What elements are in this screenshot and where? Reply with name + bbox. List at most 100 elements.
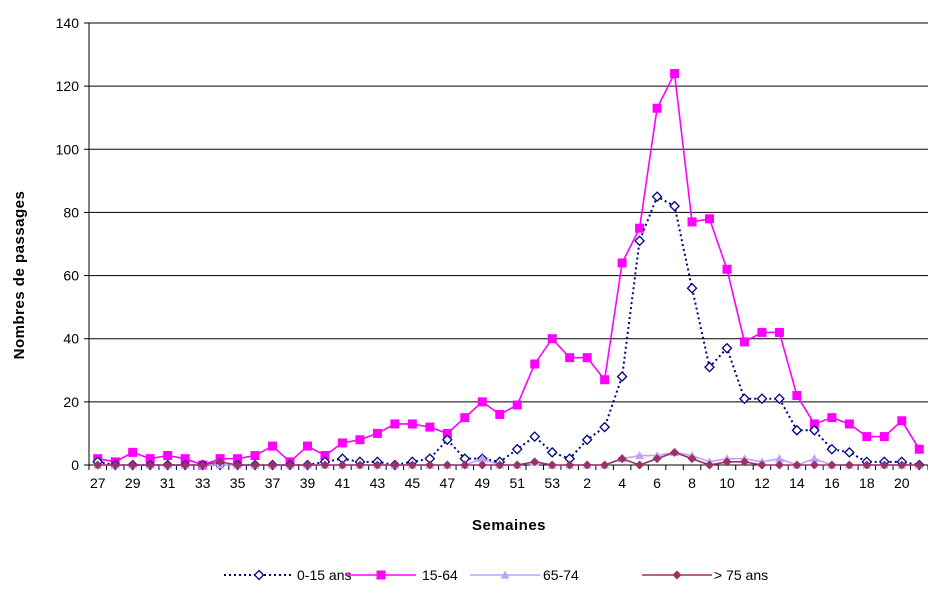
data-point [320, 451, 330, 461]
data-point [722, 457, 732, 467]
series-line [97, 70, 920, 466]
data-point [670, 447, 680, 457]
data-point [500, 570, 510, 579]
data-point [826, 443, 838, 455]
data-point [704, 361, 715, 373]
x-tick-label: 10 [719, 475, 735, 491]
data-point [721, 342, 733, 354]
data-point [809, 419, 819, 429]
legend: 0-15 ans 15-64 65-74 > 75 ans [224, 567, 768, 583]
data-point [337, 438, 347, 448]
y-tick-label: 0 [71, 457, 79, 473]
data-point [672, 570, 682, 580]
data-point [652, 454, 662, 464]
data-point [337, 460, 347, 470]
legend-item: > 75 ans [642, 567, 768, 583]
data-point [617, 258, 627, 268]
data-point [757, 460, 767, 470]
data-point [879, 460, 889, 470]
legend-label: > 75 ans [714, 567, 768, 583]
x-tick-labels: 27 29 31 33 35 37 39 41 43 45 47 49 51 53 2 4 6 8 10 12 14 16… [90, 475, 910, 491]
x-tick-label: 51 [509, 475, 525, 491]
data-point [897, 416, 907, 426]
x-tick-label: 41 [335, 475, 351, 491]
x-tick-label: 39 [300, 475, 316, 491]
data-point [547, 334, 557, 344]
data-point [460, 413, 470, 423]
data-point [705, 460, 715, 470]
y-tick-label: 60 [63, 268, 79, 284]
data-point [302, 441, 312, 451]
y-tick-label: 120 [56, 78, 80, 94]
data-point [914, 460, 924, 470]
x-tick-label: 37 [265, 475, 281, 491]
data-point [180, 460, 190, 470]
data-point [390, 419, 400, 429]
data-point [198, 460, 208, 470]
data-point [511, 443, 523, 455]
data-point [862, 432, 872, 442]
series-75-ans [93, 447, 924, 470]
data-point [268, 441, 278, 451]
data-point [145, 460, 155, 470]
x-tick-label: 27 [90, 475, 106, 491]
data-point [163, 451, 173, 461]
x-tick-label: 2 [583, 475, 591, 491]
data-point [897, 460, 907, 470]
data-point [791, 424, 803, 436]
data-point [635, 451, 645, 460]
data-point [250, 460, 260, 470]
data-point [407, 419, 417, 429]
data-point [670, 69, 680, 79]
data-point [774, 454, 784, 463]
data-point [441, 434, 453, 446]
x-tick-label: 6 [653, 475, 661, 491]
data-point [600, 375, 610, 385]
data-point [495, 460, 505, 470]
y-tick-label: 100 [56, 141, 80, 157]
data-point [495, 409, 505, 419]
data-point [529, 431, 541, 443]
data-point [635, 460, 645, 470]
data-point [407, 460, 417, 470]
data-point [687, 454, 697, 464]
legend-label: 15-64 [422, 567, 458, 583]
x-tick-label: 33 [195, 475, 211, 491]
data-point [302, 460, 312, 470]
legend-item: 0-15 ans [224, 567, 351, 583]
data-point [634, 235, 646, 247]
data-point [827, 460, 837, 470]
y-axis-title: Nombres de passages [11, 191, 28, 360]
data-point [599, 421, 611, 433]
data-point [546, 446, 558, 458]
data-point [442, 460, 452, 470]
data-point [128, 447, 138, 457]
data-point [617, 454, 627, 464]
data-point [233, 454, 243, 464]
y-tick-label: 40 [63, 331, 79, 347]
data-point [530, 457, 540, 467]
data-point [722, 264, 732, 274]
y-tick-label: 80 [63, 204, 79, 220]
data-point [651, 191, 663, 203]
data-point [843, 446, 855, 458]
data-point [425, 422, 435, 432]
legend-label: 65-74 [543, 567, 579, 583]
data-point [376, 570, 386, 580]
data-point [233, 460, 243, 470]
series-15-64 [93, 69, 924, 470]
data-point [844, 460, 854, 470]
data-point [792, 460, 802, 470]
data-point [652, 103, 662, 113]
data-point [774, 460, 784, 470]
data-point [425, 460, 435, 470]
data-point [215, 457, 225, 467]
x-tick-label: 31 [160, 475, 176, 491]
data-point [809, 460, 819, 470]
data-point [110, 460, 120, 470]
data-point [163, 460, 173, 470]
data-point [739, 457, 749, 467]
x-tick-label: 8 [688, 475, 696, 491]
data-point [320, 460, 330, 470]
